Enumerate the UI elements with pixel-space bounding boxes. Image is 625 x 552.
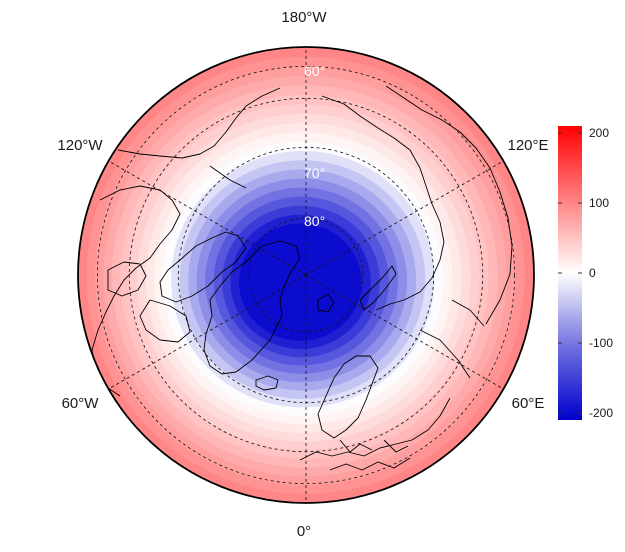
coastline-hudson-bay <box>107 261 147 297</box>
lon-label-180w: 180°W <box>281 9 327 26</box>
lon-label-60w: 60°W <box>62 395 100 412</box>
map-boundary <box>77 46 535 504</box>
coastline-scandinavia <box>317 355 379 439</box>
field-ring <box>289 276 308 293</box>
coastline-canada-arctic <box>159 231 247 303</box>
meridian-line <box>305 274 504 390</box>
colorbar-tick-label: -200 <box>589 406 613 420</box>
coastline-greenland <box>203 240 301 375</box>
coastlines <box>91 85 513 471</box>
colorbar-tick-label: -100 <box>589 336 613 350</box>
lat-label-60: 60° <box>304 63 325 79</box>
colorbar-tick-label: 100 <box>589 196 609 210</box>
lat-label-80: 80° <box>304 213 325 229</box>
meridian-line <box>108 160 307 276</box>
borders-russia <box>209 165 485 379</box>
coastline-europe <box>299 397 451 461</box>
colorbar-ticks: 200 100 0 -100 -200 <box>558 126 613 420</box>
colorbar-tick-label: 200 <box>589 126 609 140</box>
lon-label-120e: 120°E <box>507 137 548 154</box>
coastline-alaska <box>117 87 281 159</box>
lon-label-0: 0° <box>297 523 311 540</box>
colorbar-tick-label: 0 <box>589 266 596 280</box>
coastline-iceland <box>255 375 279 391</box>
meridian-line <box>305 160 504 276</box>
lat-label-70: 70° <box>304 165 325 181</box>
coastline-baffin <box>139 299 191 343</box>
colorbar: 200 100 0 -100 -200 <box>558 126 613 420</box>
lon-label-60e: 60°E <box>512 395 545 412</box>
coastline-novaya-zemlya <box>359 265 397 311</box>
borders-europe <box>329 439 411 471</box>
meridian-line <box>108 274 307 390</box>
graticule <box>96 47 516 503</box>
coastline-siberia <box>321 95 445 311</box>
latitude-circle <box>96 65 516 485</box>
coastline-east-asia <box>385 85 513 325</box>
lon-label-120w: 120°W <box>57 137 103 154</box>
coastline-svalbard <box>317 293 335 313</box>
latitude-circle <box>248 217 364 333</box>
